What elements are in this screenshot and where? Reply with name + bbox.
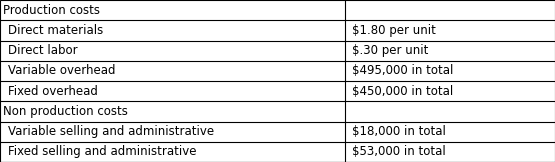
- Text: Variable overhead: Variable overhead: [8, 64, 115, 77]
- Text: Production costs: Production costs: [3, 4, 100, 17]
- Text: $.30 per unit: $.30 per unit: [352, 44, 428, 57]
- Text: Fixed selling and administrative: Fixed selling and administrative: [8, 145, 196, 158]
- Text: $53,000 in total: $53,000 in total: [352, 145, 446, 158]
- Text: Direct labor: Direct labor: [8, 44, 78, 57]
- Text: $1.80 per unit: $1.80 per unit: [352, 24, 436, 37]
- Text: $18,000 in total: $18,000 in total: [352, 125, 446, 138]
- Text: Direct materials: Direct materials: [8, 24, 103, 37]
- Text: Non production costs: Non production costs: [3, 105, 128, 118]
- Text: Fixed overhead: Fixed overhead: [8, 85, 98, 98]
- Text: Variable selling and administrative: Variable selling and administrative: [8, 125, 214, 138]
- Text: $450,000 in total: $450,000 in total: [352, 85, 453, 98]
- Text: $495,000 in total: $495,000 in total: [352, 64, 453, 77]
